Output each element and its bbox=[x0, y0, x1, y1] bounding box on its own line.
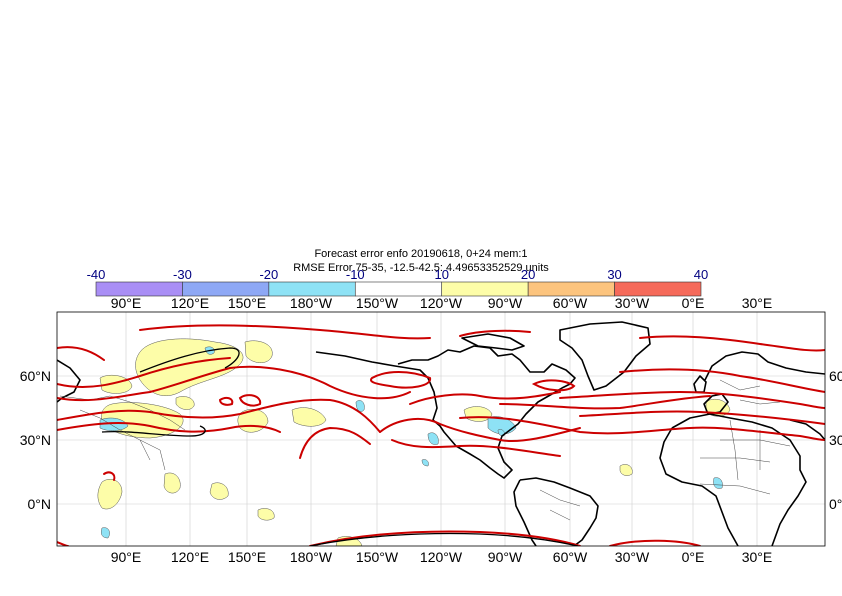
contour-line bbox=[57, 346, 105, 361]
lat-tick-label: 0°N bbox=[829, 496, 842, 512]
lon-tick-label: 90°E bbox=[111, 295, 142, 311]
colorbar-swatch bbox=[614, 281, 702, 297]
colorbar-label: 10 bbox=[434, 267, 448, 282]
lat-tick-label: 0°N bbox=[28, 496, 52, 512]
contour-line bbox=[579, 410, 825, 425]
lon-tick-label: 0°E bbox=[682, 295, 705, 311]
contour-line bbox=[379, 417, 581, 443]
coastlines bbox=[57, 321, 825, 546]
contour-line bbox=[103, 471, 116, 481]
lon-tick-label: 150°W bbox=[356, 549, 399, 565]
bottom-longitude-labels: 90°E 120°E 150°E 180°W 150°W 120°W 90°W … bbox=[111, 549, 773, 565]
right-latitude-labels: 60°N 30°N 0°N bbox=[829, 368, 842, 512]
contour-line bbox=[218, 396, 234, 406]
coastline-arctic-islands bbox=[461, 333, 525, 351]
colorbar-label: 20 bbox=[521, 267, 535, 282]
error-contours bbox=[57, 324, 825, 546]
lon-tick-label: 150°E bbox=[228, 295, 266, 311]
coastline-europe bbox=[704, 351, 825, 381]
lat-tick-label: 30°N bbox=[20, 432, 51, 448]
colorbar-label: -20 bbox=[259, 267, 278, 282]
lon-tick-label: 90°E bbox=[111, 549, 142, 565]
coastline-south-america-west bbox=[513, 479, 537, 546]
contour-line bbox=[619, 368, 825, 393]
lat-tick-label: 60°N bbox=[20, 368, 51, 384]
lon-tick-label: 120°E bbox=[171, 295, 209, 311]
positive-error-patch bbox=[135, 338, 244, 396]
contour-line bbox=[57, 422, 281, 433]
negative-error-patch bbox=[101, 527, 110, 539]
lon-tick-label: 150°E bbox=[228, 549, 266, 565]
contour-line bbox=[238, 394, 262, 407]
contour-line bbox=[370, 371, 431, 389]
positive-error-patch bbox=[257, 508, 275, 521]
chart-title-line1: Forecast error enfo 20190618, 0+24 mem:1 bbox=[314, 248, 528, 260]
colorbar-label: -30 bbox=[173, 267, 192, 282]
colorbar-label: -10 bbox=[346, 267, 365, 282]
lon-tick-label: 0°E bbox=[682, 549, 705, 565]
lon-tick-label: 120°W bbox=[420, 549, 463, 565]
lon-tick-label: 90°W bbox=[488, 295, 523, 311]
lon-tick-label: 120°E bbox=[171, 549, 209, 565]
chart-title-line2: RMSE Error 75-35, -12.5-42.5: 4.49653352… bbox=[293, 262, 549, 274]
colorbar: -40 -30 -20 -10 10 20 30 40 bbox=[87, 267, 708, 297]
negative-error-patch bbox=[421, 459, 429, 467]
negative-error-patch bbox=[99, 417, 129, 431]
coastline-africa bbox=[671, 413, 807, 546]
negative-error-patch bbox=[427, 432, 439, 445]
contour-line bbox=[409, 391, 561, 405]
contour-line bbox=[559, 390, 825, 409]
contour-line bbox=[309, 530, 581, 546]
coastline-arabia bbox=[789, 419, 825, 441]
zero-contours bbox=[101, 347, 579, 546]
lon-tick-label: 180°W bbox=[290, 295, 333, 311]
contour-line bbox=[609, 539, 701, 546]
lon-tick-label: 30°W bbox=[615, 295, 650, 311]
lon-tick-label: 30°E bbox=[742, 549, 773, 565]
colorbar-label: -40 bbox=[87, 267, 106, 282]
colorbar-label: 30 bbox=[607, 267, 621, 282]
lon-tick-label: 30°E bbox=[742, 295, 773, 311]
coastline-britain bbox=[693, 375, 707, 393]
left-latitude-labels: 60°N 30°N 0°N bbox=[20, 368, 51, 512]
lon-tick-label: 180°W bbox=[290, 549, 333, 565]
positive-error-patch bbox=[97, 479, 123, 510]
positive-error-patch bbox=[175, 396, 195, 410]
positive-error-patch bbox=[619, 464, 633, 476]
contour-line bbox=[139, 324, 431, 340]
contour-line bbox=[531, 379, 576, 392]
contour-line bbox=[299, 426, 371, 459]
contour-line bbox=[459, 329, 531, 337]
country-borders bbox=[59, 379, 791, 521]
positive-error-patch bbox=[291, 407, 327, 427]
negative-error-patch bbox=[355, 400, 365, 412]
positive-error-patch bbox=[244, 340, 273, 363]
contour-line bbox=[499, 395, 711, 410]
top-longitude-labels: 90°E 120°E 150°E 180°W 150°W 120°W 90°W … bbox=[111, 295, 773, 311]
contour-line bbox=[459, 416, 825, 441]
lon-tick-label: 60°W bbox=[553, 295, 588, 311]
lon-tick-label: 150°W bbox=[356, 295, 399, 311]
contour-line bbox=[639, 335, 825, 352]
lon-tick-label: 90°W bbox=[488, 549, 523, 565]
lat-tick-label: 30°N bbox=[829, 432, 842, 448]
lon-tick-label: 60°W bbox=[553, 549, 588, 565]
coastline-greenland bbox=[559, 321, 651, 391]
contour-line bbox=[391, 439, 561, 457]
coastline-south-america bbox=[519, 477, 599, 546]
positive-error-patch bbox=[209, 482, 229, 500]
colorbar-label: 40 bbox=[694, 267, 708, 282]
lat-tick-label: 60°N bbox=[829, 368, 842, 384]
map-frame bbox=[56, 311, 826, 547]
contour-line bbox=[57, 398, 381, 433]
contour-line bbox=[57, 365, 411, 402]
lon-tick-label: 120°W bbox=[420, 295, 463, 311]
negative-error-patch bbox=[713, 477, 723, 489]
positive-error-patch bbox=[163, 472, 181, 494]
negative-error-patch bbox=[487, 416, 517, 435]
coastline-africa-west bbox=[659, 427, 739, 546]
lon-tick-label: 30°W bbox=[615, 549, 650, 565]
contour-line bbox=[57, 357, 231, 388]
